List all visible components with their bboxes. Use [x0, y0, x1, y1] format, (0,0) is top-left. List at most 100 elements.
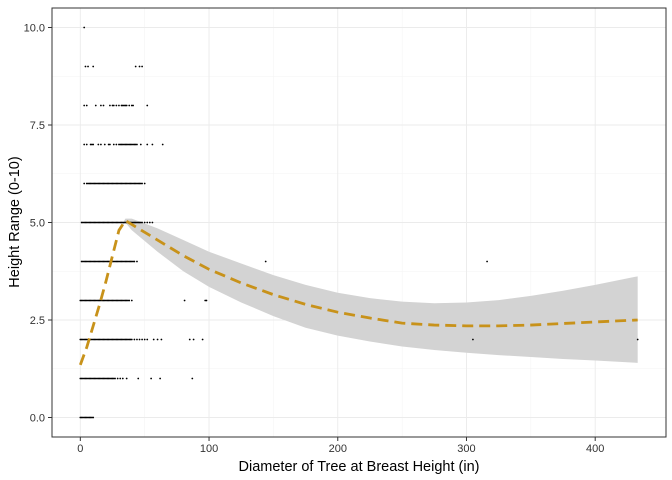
- data-point: [96, 299, 98, 302]
- data-point: [84, 299, 87, 302]
- data-point: [125, 143, 128, 146]
- data-point: [116, 299, 119, 302]
- data-point: [123, 143, 125, 146]
- data-point: [103, 260, 106, 263]
- data-point: [116, 377, 119, 380]
- data-point: [123, 182, 125, 185]
- data-point: [112, 299, 115, 302]
- data-point: [138, 221, 141, 224]
- data-point: [103, 338, 106, 341]
- data-point: [151, 221, 154, 224]
- data-point: [112, 143, 115, 146]
- data-point: [92, 182, 95, 185]
- smooth-trend-line: [79, 219, 638, 366]
- data-point: [118, 299, 120, 302]
- data-point: [138, 182, 141, 185]
- smooth-line: [79, 219, 638, 366]
- data-point: [97, 182, 100, 185]
- data-point: [109, 299, 111, 302]
- data-point: [120, 299, 123, 302]
- data-point: [92, 221, 95, 224]
- confidence-band-area: [80, 218, 638, 365]
- data-point: [134, 143, 137, 146]
- data-point: [118, 104, 120, 107]
- data-point: [130, 260, 133, 263]
- data-point: [98, 338, 101, 341]
- data-point: [133, 143, 136, 146]
- data-point: [119, 299, 122, 302]
- data-point: [114, 338, 116, 341]
- data-point: [87, 377, 89, 380]
- data-point: [128, 338, 131, 341]
- data-point: [91, 182, 93, 185]
- data-point: [114, 260, 116, 263]
- data-point: [94, 377, 97, 380]
- data-point: [136, 221, 138, 224]
- data-point: [119, 221, 122, 224]
- data-point: [160, 338, 163, 341]
- data-point: [94, 299, 97, 302]
- data-point: [79, 338, 82, 341]
- data-point: [112, 104, 115, 107]
- data-point: [123, 299, 125, 302]
- data-point: [118, 338, 120, 341]
- data-point: [124, 338, 127, 341]
- data-point: [91, 221, 93, 224]
- data-point: [132, 260, 134, 263]
- data-point: [93, 377, 96, 380]
- data-point: [91, 416, 93, 419]
- data-point: [87, 260, 89, 263]
- data-point: [101, 221, 104, 224]
- data-point: [143, 221, 146, 224]
- data-point: [84, 416, 87, 419]
- data-point: [81, 221, 84, 224]
- data-point: [130, 338, 133, 341]
- data-point: [141, 338, 144, 341]
- data-point: [92, 299, 95, 302]
- data-point: [132, 182, 134, 185]
- data-point: [141, 65, 144, 68]
- data-point: [121, 182, 124, 185]
- data-point: [115, 338, 118, 341]
- data-point: [83, 143, 86, 146]
- data-point: [111, 182, 114, 185]
- x-tick-label: 100: [200, 443, 218, 455]
- data-point: [93, 182, 96, 185]
- data-point: [107, 299, 110, 302]
- data-point: [97, 377, 100, 380]
- data-point: [110, 299, 113, 302]
- data-point: [102, 260, 105, 263]
- data-point: [123, 260, 125, 263]
- data-point: [107, 221, 110, 224]
- data-point: [97, 299, 100, 302]
- data-point: [141, 182, 144, 185]
- data-point: [123, 221, 125, 224]
- data-point: [103, 182, 106, 185]
- data-point: [139, 143, 142, 146]
- data-point: [152, 338, 155, 341]
- y-axis-ticks: 0.0 2.5 5.0 7.5 10.0: [24, 23, 52, 425]
- data-point: [88, 221, 91, 224]
- data-point: [85, 143, 88, 146]
- data-point: [120, 143, 123, 146]
- data-point: [110, 182, 113, 185]
- data-point: [87, 182, 89, 185]
- data-point: [137, 221, 140, 224]
- data-point: [91, 377, 93, 380]
- x-axis-title: Diameter of Tree at Breast Height (in): [239, 459, 480, 475]
- data-point: [83, 299, 86, 302]
- data-point: [80, 416, 83, 419]
- data-point: [79, 416, 82, 419]
- data-point: [204, 299, 207, 302]
- data-point: [116, 221, 119, 224]
- data-point: [118, 143, 120, 146]
- data-point: [109, 377, 111, 380]
- data-point: [124, 104, 127, 107]
- data-point: [83, 221, 86, 224]
- data-point: [80, 377, 83, 380]
- data-point: [120, 260, 123, 263]
- data-point: [83, 260, 86, 263]
- data-point: [127, 143, 129, 146]
- data-point: [84, 338, 87, 341]
- data-point: [102, 182, 105, 185]
